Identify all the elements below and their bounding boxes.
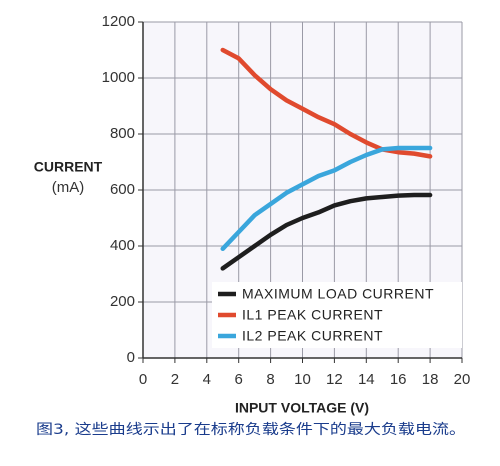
y-axis-title: CURRENT: [34, 159, 103, 175]
x-tick-label: 14: [358, 371, 375, 388]
x-tick-label: 16: [390, 371, 407, 388]
y-tick-label: 600: [110, 181, 135, 198]
series-line: [220, 47, 433, 159]
x-axis-title: INPUT VOLTAGE (V): [235, 400, 369, 416]
x-tick-label: 18: [422, 371, 439, 388]
legend-label: IL2 PEAK CURRENT: [242, 328, 383, 344]
x-tick-label: 12: [326, 371, 343, 388]
x-tick-label: 8: [266, 371, 274, 388]
x-tick-label: 0: [139, 371, 147, 388]
y-tick-label: 1200: [102, 13, 135, 30]
legend-box: [212, 282, 462, 348]
y-tick-label: 1000: [102, 69, 135, 86]
y-axis-unit: (mA): [52, 179, 85, 196]
y-tick-label: 0: [127, 349, 135, 366]
legend-label: MAXIMUM LOAD CURRENT: [242, 286, 434, 302]
series-line: [220, 145, 433, 252]
y-tick-label: 400: [110, 237, 135, 254]
x-tick-label: 10: [294, 371, 311, 388]
legend-label: IL1 PEAK CURRENT: [242, 307, 383, 323]
series-line: [220, 192, 433, 271]
x-tick-label: 6: [235, 371, 243, 388]
x-tick-label: 2: [171, 371, 179, 388]
caption: 图3, 这些曲线示出了在标称负载条件下的最大负载电流。: [36, 421, 466, 438]
x-tick-label: 4: [203, 371, 211, 388]
y-tick-label: 200: [110, 293, 135, 310]
x-tick-label: 20: [454, 371, 471, 388]
y-tick-label: 800: [110, 125, 135, 142]
